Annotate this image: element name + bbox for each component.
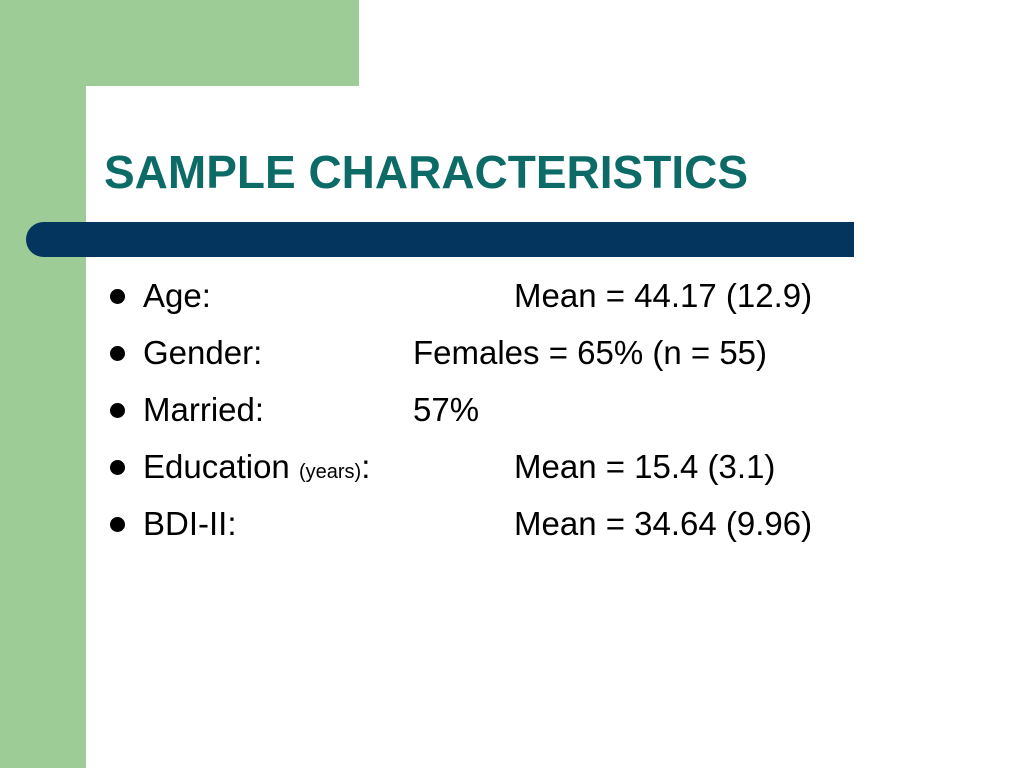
- bullet-label-suffix: :: [361, 448, 371, 485]
- bullet-dot-icon: [110, 346, 125, 361]
- bullet-dot-icon: [110, 517, 125, 532]
- title-underline-bar: [26, 222, 854, 257]
- bullet-label: Gender:: [143, 334, 263, 371]
- bullet-item-gender: Gender: Females = 65% (n = 55): [0, 327, 1024, 384]
- bullet-label: Education (years):: [143, 447, 370, 492]
- bullet-item-bdi: BDI-II: Mean = 34.64 (9.96): [0, 498, 1024, 555]
- content-corner: [86, 86, 166, 166]
- green-accent-left: [0, 0, 86, 768]
- bullet-item-education: Education (years): Mean = 15.4 (3.1): [0, 441, 1024, 498]
- bullet-item-married: Married: 57%: [0, 384, 1024, 441]
- bullet-dot-icon: [110, 403, 125, 418]
- green-accent-top: [0, 0, 359, 86]
- bullet-dot-icon: [110, 289, 125, 304]
- bullet-value: Mean = 15.4 (3.1): [514, 448, 776, 485]
- slide-title: SAMPLE CHARACTERISTICS: [104, 146, 749, 198]
- bullet-label: Age:: [143, 277, 211, 314]
- bullet-dot-icon: [110, 460, 125, 475]
- bullet-list: Age: Mean = 44.17 (12.9) Gender: Females…: [0, 270, 1024, 555]
- bullet-label-main: Education: [143, 448, 299, 485]
- bullet-item-age: Age: Mean = 44.17 (12.9): [0, 270, 1024, 327]
- bullet-label: Married:: [143, 391, 265, 428]
- bullet-value: Mean = 34.64 (9.96): [514, 505, 813, 542]
- bullet-value: 57%: [413, 391, 480, 428]
- bullet-label-note: (years): [298, 461, 362, 483]
- bullet-value: Mean = 44.17 (12.9): [514, 277, 813, 314]
- bullet-value: Females = 65% (n = 55): [413, 334, 768, 371]
- bullet-label: BDI-II:: [143, 505, 237, 542]
